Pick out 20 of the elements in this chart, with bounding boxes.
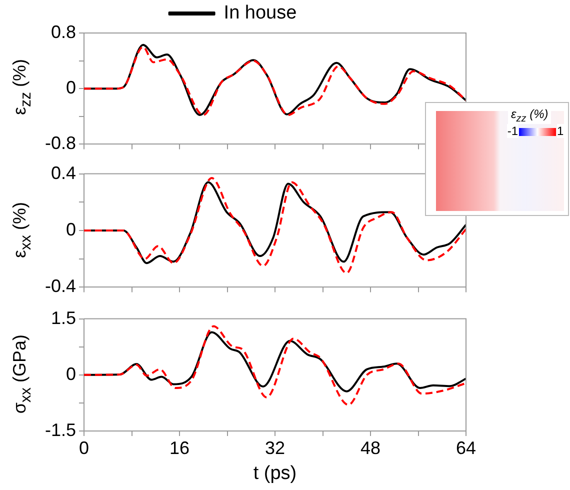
y-tick-label: -0.8 [44, 133, 76, 154]
x-axis-title: t (ps) [253, 462, 297, 484]
y-tick-label: 1.5 [50, 308, 76, 328]
y-tick-label: -0.4 [44, 276, 76, 296]
y-tick-label: -1.5 [44, 420, 76, 440]
y-tick-label: 0.8 [50, 22, 76, 42]
x-tick-label: 16 [169, 438, 190, 458]
y-tick-label: 0 [66, 364, 76, 384]
text: 1 [557, 124, 564, 138]
y-tick-label: 0 [66, 219, 76, 240]
line-series [84, 325, 466, 406]
y-tick-label: 0 [66, 78, 76, 98]
y-tick-label: 0.4 [50, 162, 76, 183]
x-tick-label: 0 [78, 438, 90, 458]
x-tick-label: 64 [456, 438, 476, 458]
x-tick-label: 32 [264, 438, 286, 458]
text: -1 [507, 124, 518, 138]
legend-label: In house [224, 2, 297, 24]
x-tick-label: 48 [360, 438, 381, 458]
color-bar-title: ε$_{zz}$ (%) [508, 107, 552, 124]
